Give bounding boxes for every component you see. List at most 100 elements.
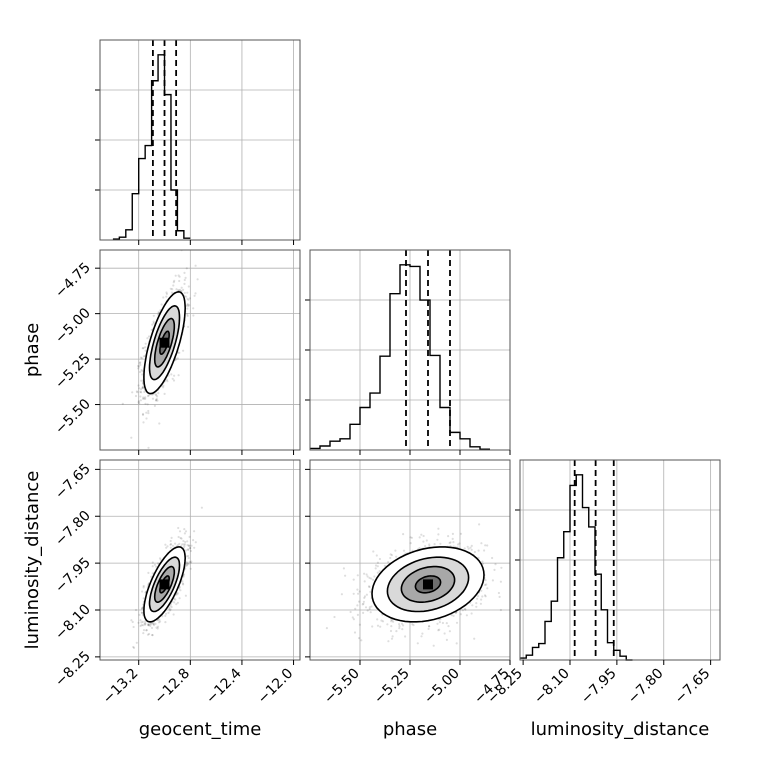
scatter-point xyxy=(374,564,378,567)
scatter-point xyxy=(169,543,173,546)
scatter-point xyxy=(144,349,147,352)
scatter-point xyxy=(356,604,359,607)
scatter-point xyxy=(376,618,379,621)
scatter-point xyxy=(139,356,142,359)
scatter-point xyxy=(362,611,365,615)
scatter-point xyxy=(143,390,146,393)
x-tick-label-1: −12.8 xyxy=(151,666,193,708)
scatter-point xyxy=(170,536,173,540)
scatter-point xyxy=(151,633,154,637)
scatter-point xyxy=(189,561,192,564)
scatter-point xyxy=(499,580,502,583)
y-tick-label-2: −5.00 xyxy=(52,305,94,347)
scatter-point xyxy=(187,556,190,560)
scatter-point xyxy=(467,547,470,550)
scatter-point xyxy=(178,530,182,533)
scatter-point xyxy=(188,547,192,550)
scatter-point xyxy=(151,323,154,326)
scatter-point xyxy=(182,543,185,546)
scatter-point xyxy=(389,556,392,560)
scatter-point xyxy=(185,267,188,270)
scatter-point xyxy=(165,612,168,615)
scatter-point xyxy=(363,572,366,575)
scatter-point xyxy=(142,386,145,389)
scatter-point xyxy=(155,397,158,401)
scatter-point xyxy=(132,645,135,649)
hist-panel-phase xyxy=(305,249,511,455)
scatter-point xyxy=(368,576,371,580)
scatter-point xyxy=(175,288,178,291)
scatter-point xyxy=(165,291,168,294)
scatter-point xyxy=(146,403,149,406)
scatter-point xyxy=(141,620,144,624)
scatter-point xyxy=(392,620,395,623)
scatter-point xyxy=(391,635,394,638)
scatter-point xyxy=(358,637,361,640)
scatter-point xyxy=(401,628,404,631)
scatter-point xyxy=(356,613,359,617)
scatter-point xyxy=(483,594,487,597)
scatter-point xyxy=(179,536,182,540)
scatter-point xyxy=(450,614,453,617)
scatter-point xyxy=(379,625,382,628)
scatter-point xyxy=(484,595,487,598)
scatter-point xyxy=(172,281,175,284)
scatter-point xyxy=(373,575,376,578)
scatter-point xyxy=(187,305,190,308)
scatter-point xyxy=(172,613,175,616)
scatter-point xyxy=(477,556,480,560)
scatter-point xyxy=(134,608,138,612)
scatter-point xyxy=(179,288,182,291)
scatter-point xyxy=(192,307,195,310)
scatter-point xyxy=(165,378,168,381)
scatter-point xyxy=(441,621,444,625)
panel-frame xyxy=(519,459,721,661)
scatter-point xyxy=(169,546,172,549)
scatter-point xyxy=(187,554,190,558)
scatter-point xyxy=(130,436,133,439)
y-tick-label-3: −7.80 xyxy=(52,508,94,550)
scatter-point xyxy=(183,278,186,282)
x-tick-label-0: −5.50 xyxy=(321,666,363,708)
contour-inner xyxy=(400,565,456,604)
scatter-point xyxy=(481,562,484,565)
scatter-point xyxy=(138,402,141,405)
scatter-point xyxy=(422,540,425,543)
scatter-point xyxy=(186,291,189,294)
scatter-point xyxy=(455,642,458,645)
scatter-point xyxy=(154,393,157,396)
scatter-point xyxy=(375,554,378,557)
scatter-point xyxy=(381,620,385,623)
scatter-point xyxy=(186,303,189,307)
scatter-point xyxy=(169,604,172,607)
scatter-point xyxy=(478,523,481,526)
scatter-point xyxy=(143,623,147,626)
y-tick-label-4: −7.65 xyxy=(52,461,94,503)
scatter-point xyxy=(480,589,483,592)
scatter-point xyxy=(365,573,368,576)
scatter-point xyxy=(189,546,192,550)
scatter-point xyxy=(150,328,153,332)
scatter-point xyxy=(142,629,146,632)
scatter-point xyxy=(454,611,457,615)
scatter-point xyxy=(154,399,158,402)
scatter-point xyxy=(149,624,152,628)
scatter-point xyxy=(470,548,473,551)
scatter-point xyxy=(351,616,354,619)
scatter-point xyxy=(420,533,423,536)
scatter-point xyxy=(433,543,436,546)
scatter-point xyxy=(144,397,147,400)
scatter-point xyxy=(141,370,144,373)
scatter-point xyxy=(138,387,141,390)
scatter-point xyxy=(484,579,487,582)
scatter-point xyxy=(499,608,502,612)
scatter-point xyxy=(184,276,187,279)
scatter-point xyxy=(424,545,427,548)
scatter-point xyxy=(142,632,145,635)
scatter-point xyxy=(185,564,188,567)
scatter-point xyxy=(171,544,174,547)
scatter-point xyxy=(176,593,179,596)
scatter-point xyxy=(372,550,375,553)
scatter-point xyxy=(156,399,159,402)
scatter-point xyxy=(448,630,451,633)
